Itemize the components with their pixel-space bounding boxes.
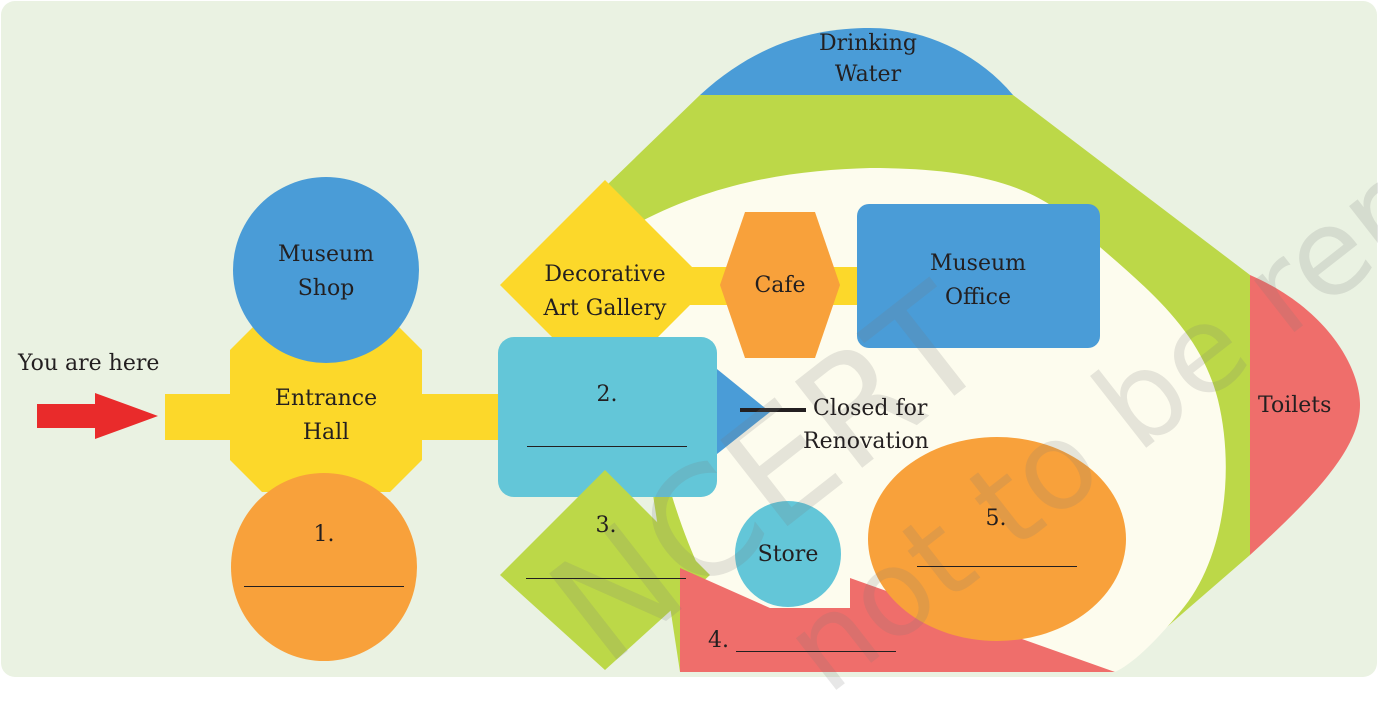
gallery-line-1: Decorative (544, 262, 666, 287)
closed-renovation-label: Closed for Renovation (803, 392, 929, 458)
room-5-answer-line[interactable] (917, 566, 1077, 567)
entrance-hall-label: Entrance Hall (256, 382, 396, 450)
room-5-label: 5. (985, 506, 1007, 531)
room-3[interactable] (500, 470, 710, 670)
drinking-water-label: Drinking Water (798, 28, 938, 90)
room-2-answer-line[interactable] (527, 446, 687, 447)
map-shapes (1, 1, 1377, 677)
room-2[interactable] (498, 337, 717, 497)
museum-shop-line-1: Museum (277, 242, 375, 267)
store-label: Store (757, 542, 819, 567)
entrance-hall-line-2: Hall (302, 420, 350, 445)
museum-shop-label: Museum Shop (256, 238, 396, 306)
room-3-answer-line[interactable] (526, 578, 686, 579)
entrance-hall-line-1: Entrance (274, 386, 378, 411)
room-1-label: 1. (313, 522, 335, 547)
museum-office-line-2: Office (944, 285, 1012, 310)
entry-arrow (37, 393, 158, 439)
gallery-line-2: Art Gallery (543, 296, 667, 321)
museum-shop-room[interactable] (233, 177, 419, 363)
museum-office-label: Museum Office (908, 247, 1048, 315)
room-4[interactable] (680, 568, 1115, 672)
decorative-gallery-label: Decorative Art Gallery (530, 258, 680, 326)
museum-office-line-1: Museum (929, 251, 1027, 276)
entrance-hall-room[interactable] (230, 318, 422, 492)
cafe-label: Cafe (754, 273, 806, 298)
toilets-room[interactable] (1250, 275, 1360, 555)
room-2-label: 2. (596, 382, 618, 407)
room-4-answer-line[interactable] (736, 651, 896, 652)
room-1-answer-line[interactable] (244, 586, 404, 587)
you-are-here-label: You are here (18, 351, 160, 376)
museum-office-room[interactable] (857, 204, 1100, 348)
museum-shop-line-2: Shop (297, 276, 355, 301)
closed-line-2: Renovation (803, 429, 929, 454)
store-room[interactable] (735, 501, 841, 607)
room-4-label: 4. (708, 628, 729, 653)
closed-line-1: Closed for (813, 396, 928, 421)
drinking-water-line-1: Drinking (819, 31, 917, 56)
drinking-water-line-2: Water (834, 62, 902, 87)
cafe-room[interactable] (720, 212, 840, 358)
drinking-water-room[interactable] (700, 28, 1013, 95)
room-5[interactable] (868, 437, 1126, 641)
room-1[interactable] (231, 473, 417, 661)
room-3-label: 3. (595, 513, 617, 538)
toilets-label: Toilets (1258, 393, 1332, 418)
